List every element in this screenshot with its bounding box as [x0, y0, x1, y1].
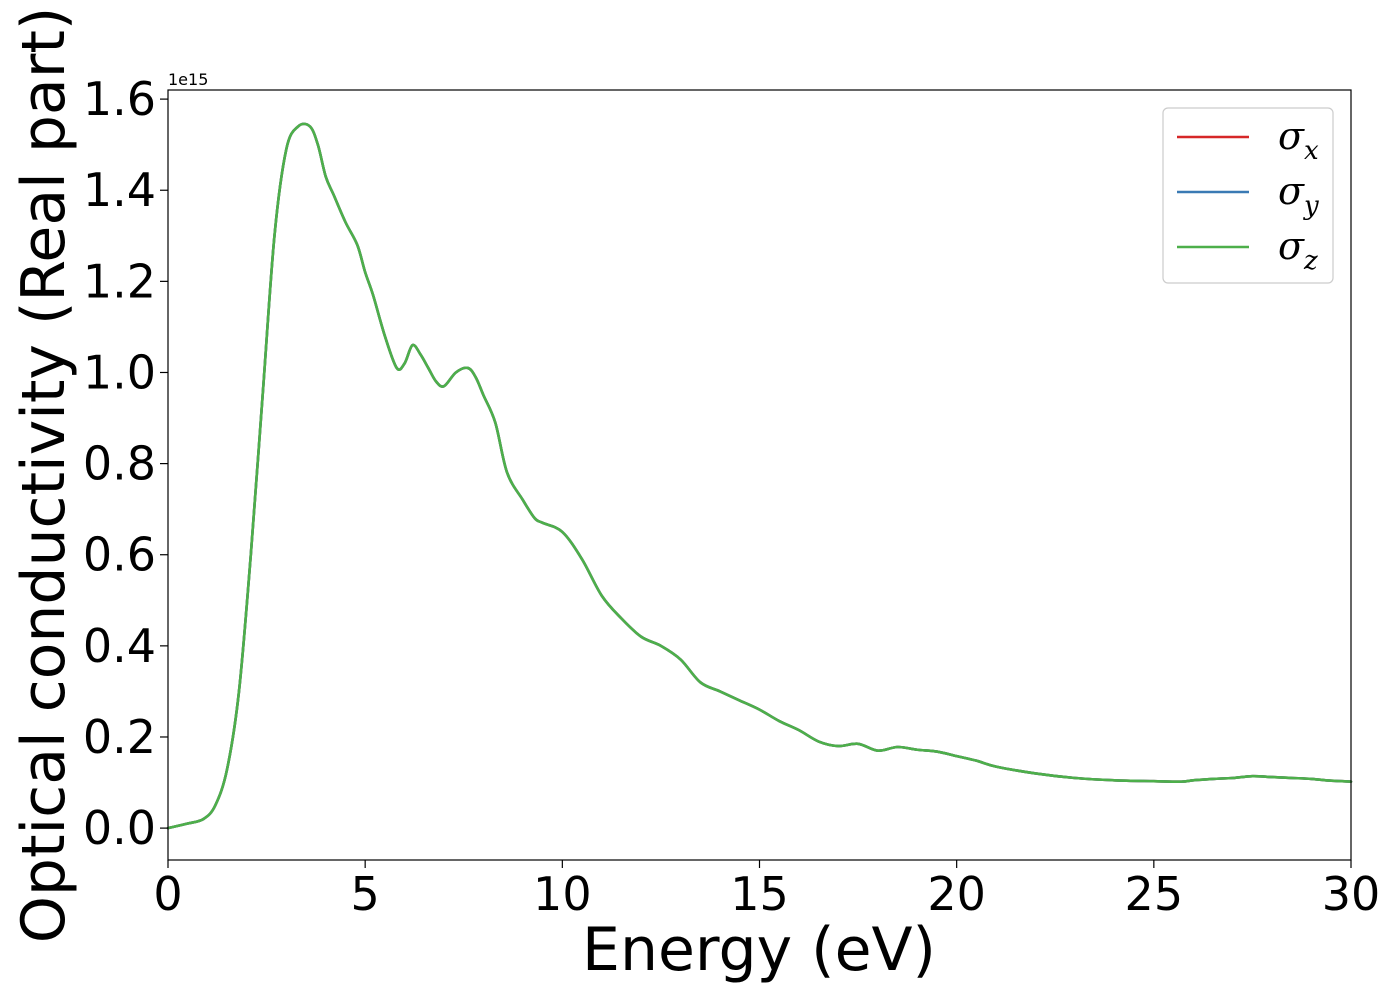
legend-label-base: σ	[1278, 224, 1305, 268]
series-line-z	[166, 122, 1353, 830]
x-tick-label: 5	[351, 867, 380, 921]
legend-label-subscript: z	[1303, 246, 1318, 276]
y-tick-label: 0.8	[83, 437, 156, 491]
x-tick-label: 15	[730, 867, 789, 921]
y-tick-label: 0.2	[83, 710, 156, 764]
y-tick-label: 0.6	[83, 528, 156, 582]
y-axis-title: Optical conductivity (Real part)	[9, 7, 79, 944]
legend-label-subscript: x	[1304, 136, 1319, 166]
legend-label-x: σx	[1278, 114, 1319, 166]
legend-label-base: σ	[1278, 114, 1305, 158]
y-offset-label: 1e15	[168, 70, 208, 89]
y-tick-label: 0.0	[83, 801, 156, 855]
y-tick-label: 0.4	[83, 619, 156, 673]
legend-label-subscript: y	[1303, 191, 1319, 221]
x-tick-label: 0	[153, 867, 182, 921]
legend-box	[1162, 107, 1334, 284]
x-tick-label: 10	[533, 867, 592, 921]
y-tick-label: 1.0	[83, 345, 156, 399]
x-axis-title: Energy (eV)	[582, 915, 936, 985]
y-tick-label: 1.2	[83, 254, 156, 308]
y-axis: 0.0 0.2 0.4 0.6 0.8 1.0 1.2 1.4 1.6	[83, 72, 168, 855]
legend-label-z: σz	[1278, 224, 1318, 276]
x-tick-label: 20	[927, 867, 986, 921]
plot-background	[168, 90, 1351, 860]
y-tick-label: 1.6	[83, 72, 156, 126]
y-tick-label: 1.4	[83, 163, 156, 217]
legend-label-base: σ	[1278, 169, 1305, 213]
legend-label-y: σy	[1278, 169, 1319, 221]
series-layer	[166, 122, 1353, 830]
x-tick-label: 30	[1322, 867, 1381, 921]
x-axis: 0 5 10 15 20 25 30	[153, 860, 1380, 921]
x-tick-label: 25	[1125, 867, 1184, 921]
